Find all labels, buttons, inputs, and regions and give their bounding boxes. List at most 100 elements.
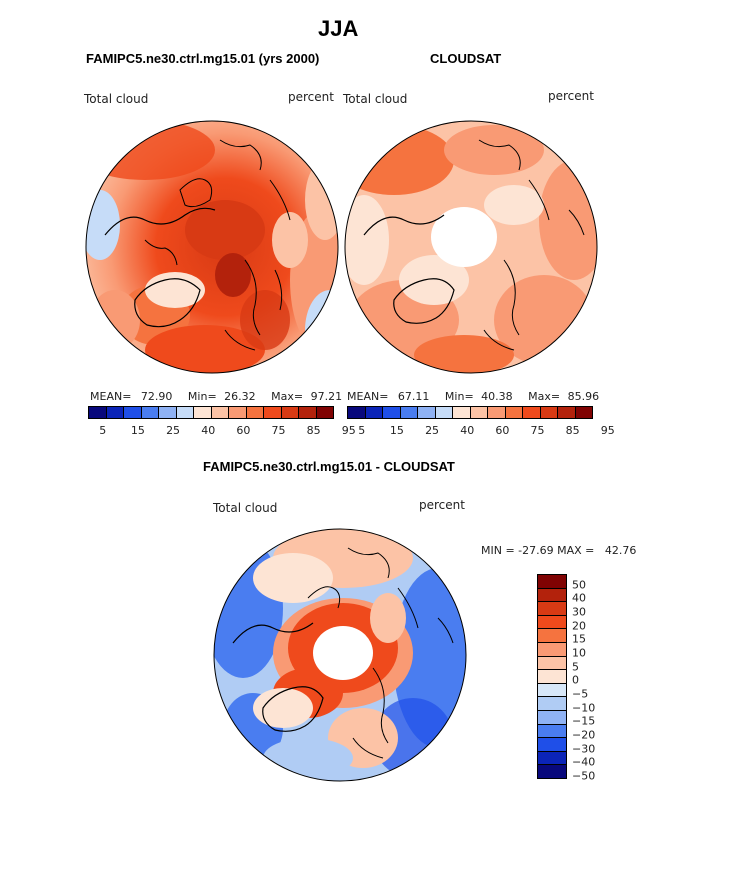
colorbar-swatch (538, 683, 566, 698)
colorbar-swatch (470, 407, 488, 418)
panel-bottom-title: FAMIPC5.ne30.ctrl.mg15.01 - CLOUDSAT (203, 459, 455, 474)
colorbar-swatch (383, 407, 401, 418)
colorbar-swatch (159, 407, 177, 418)
colorbar-swatch (299, 407, 317, 418)
colorbar-tick-label: 30 (572, 605, 586, 619)
left-mean-label: MEAN= (90, 390, 132, 403)
left-colorbar-labels: 5 15 25 40 60 75 85 95 (88, 424, 356, 438)
colorbar-tick-label: 5 (99, 424, 107, 437)
colorbar-tick-label: 40 (460, 424, 475, 437)
colorbar-tick-label: 85 (306, 424, 321, 437)
right-min-value: 40.38 (481, 390, 513, 403)
colorbar-tick-label: 15 (389, 424, 404, 437)
colorbar-tick-label: 25 (425, 424, 440, 437)
left-variable-label: Total cloud (84, 92, 149, 106)
colorbar-swatch (418, 407, 436, 418)
colorbar-swatch (575, 407, 592, 418)
colorbar-tick-label: 75 (271, 424, 286, 437)
colorbar-tick-label: 0 (572, 673, 579, 687)
colorbar-tick-label: −50 (572, 769, 596, 783)
colorbar-swatch (246, 407, 264, 418)
colorbar-swatch (229, 407, 247, 418)
bottom-polar-map (213, 528, 467, 782)
colorbar-swatch (538, 738, 566, 752)
right-max-label: Max= (528, 390, 561, 403)
colorbar-tick-label: 20 (572, 619, 586, 633)
colorbar-swatch (558, 407, 576, 418)
season-title: JJA (318, 16, 359, 41)
colorbar-swatch (365, 407, 383, 418)
right-colorbar (347, 406, 593, 419)
colorbar-swatch (176, 407, 194, 418)
colorbar-swatch (264, 407, 282, 418)
colorbar-tick-label: −5 (572, 687, 589, 701)
colorbar-swatch (348, 407, 366, 418)
colorbar-swatch (124, 407, 142, 418)
right-min-label: Min= (444, 390, 474, 403)
colorbar-swatch (505, 407, 523, 418)
colorbar-tick-label: 95 (341, 424, 356, 437)
colorbar-tick-label: 15 (572, 632, 586, 646)
colorbar-tick-label: −10 (572, 701, 596, 715)
colorbar-tick-label: −15 (572, 714, 596, 728)
right-stats: MEAN= 67.11 Min= 40.38 Max= 85.96 (347, 390, 599, 403)
colorbar-tick-label: 60 (495, 424, 510, 437)
colorbar-swatch (106, 407, 124, 418)
colorbar-swatch (538, 710, 566, 725)
right-polar-map (344, 120, 598, 374)
bottom-range-text: MIN = -27.69 MAX = 42.76 (481, 544, 637, 557)
bottom-colorbar (537, 574, 567, 779)
colorbar-tick-label: 5 (358, 424, 366, 437)
colorbar-tick-label: −20 (572, 728, 596, 742)
colorbar-swatch (141, 407, 159, 418)
colorbar-swatch (400, 407, 418, 418)
colorbar-swatch (316, 407, 333, 418)
colorbar-swatch (211, 407, 229, 418)
colorbar-tick-label: −30 (572, 742, 596, 756)
colorbar-swatch (538, 629, 566, 643)
colorbar-swatch (538, 670, 566, 684)
left-polar-map (85, 120, 339, 374)
colorbar-tick-label: 50 (572, 578, 586, 592)
bottom-units-label: percent (419, 498, 465, 512)
colorbar-tick-label: −40 (572, 755, 596, 769)
colorbar-swatch (538, 588, 566, 603)
colorbar-swatch (538, 751, 566, 766)
left-max-value: 97.21 (310, 390, 343, 403)
colorbar-tick-label: 15 (130, 424, 145, 437)
colorbar-swatch (538, 724, 566, 739)
bottom-variable-label: Total cloud (213, 501, 278, 515)
right-colorbar-labels: 5 15 25 40 60 75 85 95 (347, 424, 615, 438)
colorbar-tick-label: 95 (600, 424, 615, 437)
colorbar-tick-label: 85 (565, 424, 580, 437)
colorbar-tick-label: 25 (166, 424, 181, 437)
colorbar-swatch (194, 407, 212, 418)
right-mean-label: MEAN= (347, 390, 389, 403)
colorbar-swatch (488, 407, 506, 418)
colorbar-tick-label: 40 (572, 591, 586, 605)
right-mean-value: 67.11 (397, 390, 430, 403)
colorbar-tick-label: 5 (572, 660, 579, 674)
right-units-label: percent (548, 89, 594, 103)
colorbar-swatch (538, 642, 566, 657)
colorbar-tick-label: 75 (530, 424, 545, 437)
left-units-label: percent (288, 90, 334, 104)
colorbar-swatch (538, 697, 566, 711)
left-stats: MEAN= 72.90 Min= 26.32 Max= 97.21 (90, 390, 342, 403)
left-min-label: Min= (187, 390, 217, 403)
colorbar-swatch (435, 407, 453, 418)
colorbar-swatch (453, 407, 471, 418)
panel-left-title: FAMIPC5.ne30.ctrl.mg15.01 (yrs 2000) (86, 51, 320, 66)
colorbar-swatch (281, 407, 299, 418)
colorbar-swatch (538, 575, 566, 589)
colorbar-swatch (538, 615, 566, 630)
colorbar-tick-label: 40 (201, 424, 216, 437)
colorbar-swatch (523, 407, 541, 418)
left-min-value: 26.32 (224, 390, 256, 403)
left-mean-value: 72.90 (140, 390, 173, 403)
right-max-value: 85.96 (567, 390, 600, 403)
colorbar-swatch (538, 602, 566, 616)
right-variable-label: Total cloud (343, 92, 408, 106)
bottom-colorbar-labels: 50 40 30 20 15 10 5 0 −5 −10 −15 −20 −30 −40 −50 (572, 574, 612, 782)
left-max-label: Max= (271, 390, 304, 403)
